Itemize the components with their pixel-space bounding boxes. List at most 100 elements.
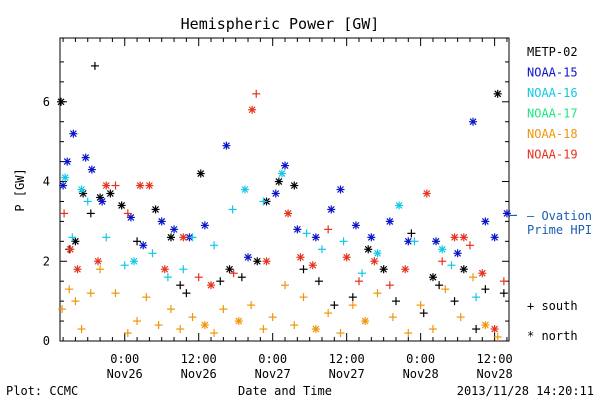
data-point [450, 297, 459, 306]
data-point [179, 265, 188, 274]
x-tick-label: 0:00 [406, 352, 435, 366]
data-point [81, 153, 90, 162]
data-point [229, 269, 238, 278]
data-point [69, 129, 78, 138]
data-point [299, 265, 308, 274]
data-point [395, 201, 404, 210]
data-point [126, 213, 135, 222]
data-point [493, 89, 502, 98]
data-point [410, 237, 419, 246]
data-point [342, 253, 351, 262]
data-point [237, 273, 246, 282]
data-point [490, 325, 499, 334]
x-axis-label: Date and Time [238, 384, 332, 398]
data-point [422, 189, 431, 198]
data-point [200, 321, 209, 330]
data-point [348, 293, 357, 302]
data-point [493, 333, 502, 342]
data-point [123, 209, 132, 218]
data-point [441, 285, 450, 294]
data-point [459, 233, 468, 242]
data-point [481, 321, 490, 330]
data-point [469, 273, 478, 282]
data-point [210, 241, 219, 250]
legend-entry: NOAA-18 [527, 127, 578, 141]
footer-left: Plot: CCMC [6, 384, 78, 398]
x-tick-label: 12:00 [329, 352, 365, 366]
data-point [385, 217, 394, 226]
ovation-hpi: — Ovation Prime HPI [527, 209, 592, 237]
data-point [247, 301, 256, 310]
data-point [262, 257, 271, 266]
data-point [435, 281, 444, 290]
data-point [188, 233, 197, 242]
x-tick-label: 0:00 [258, 352, 287, 366]
x-tick-label: 12:00 [477, 352, 513, 366]
x-tick-date-label: Nov28 [477, 367, 513, 381]
data-point [154, 321, 163, 330]
legend-entry: NOAA-19 [527, 148, 578, 162]
data-point [234, 317, 243, 326]
data-point [428, 273, 437, 282]
data-point [102, 233, 111, 242]
data-point [318, 245, 327, 254]
data-point [163, 273, 172, 282]
data-point [268, 313, 277, 322]
footer-right: 2013/11/28 14:20:11 [457, 384, 594, 398]
data-point [293, 225, 302, 234]
data-point [57, 97, 66, 106]
y-tick-label: 6 [43, 95, 50, 109]
data-point [277, 169, 286, 178]
data-point [166, 305, 175, 314]
data-point [348, 301, 357, 310]
data-point [86, 289, 95, 298]
data-point [367, 233, 376, 242]
data-point [308, 261, 317, 270]
data-point [94, 257, 103, 266]
data-point [311, 325, 320, 334]
data-point [351, 221, 360, 230]
data-point [416, 301, 425, 310]
data-point [244, 253, 253, 262]
data-point [166, 233, 175, 242]
data-point [151, 205, 160, 214]
data-point [327, 205, 336, 214]
data-point [401, 265, 410, 274]
data-point [324, 225, 333, 234]
data-point [407, 229, 416, 238]
data-point [447, 261, 456, 270]
data-point [290, 321, 299, 330]
data-point [68, 233, 77, 242]
data-point [228, 205, 237, 214]
data-point [472, 293, 481, 302]
plot-frame [59, 37, 510, 342]
data-point [66, 245, 75, 254]
data-point [142, 293, 151, 302]
data-point [259, 325, 268, 334]
data-point [59, 181, 68, 190]
data-point [314, 277, 323, 286]
data-point [502, 209, 511, 218]
data-point [90, 61, 99, 70]
data-point [419, 309, 428, 318]
data-point [123, 329, 132, 338]
data-point [98, 197, 107, 206]
data-point [120, 261, 129, 270]
data-point [86, 209, 95, 218]
data-point [200, 221, 209, 230]
data-point [225, 265, 234, 274]
data-point [77, 185, 86, 194]
data-point [133, 237, 142, 246]
data-point [60, 209, 69, 218]
data-point [354, 277, 363, 286]
data-point [248, 105, 257, 114]
data-point [219, 305, 228, 314]
data-point [148, 249, 157, 258]
marker-legend-entry: + south [527, 299, 578, 313]
data-point [385, 281, 394, 290]
data-point [481, 285, 490, 294]
data-point [339, 237, 348, 246]
y-tick-label: 0 [43, 334, 50, 348]
data-point [438, 245, 447, 254]
data-point [472, 325, 481, 334]
